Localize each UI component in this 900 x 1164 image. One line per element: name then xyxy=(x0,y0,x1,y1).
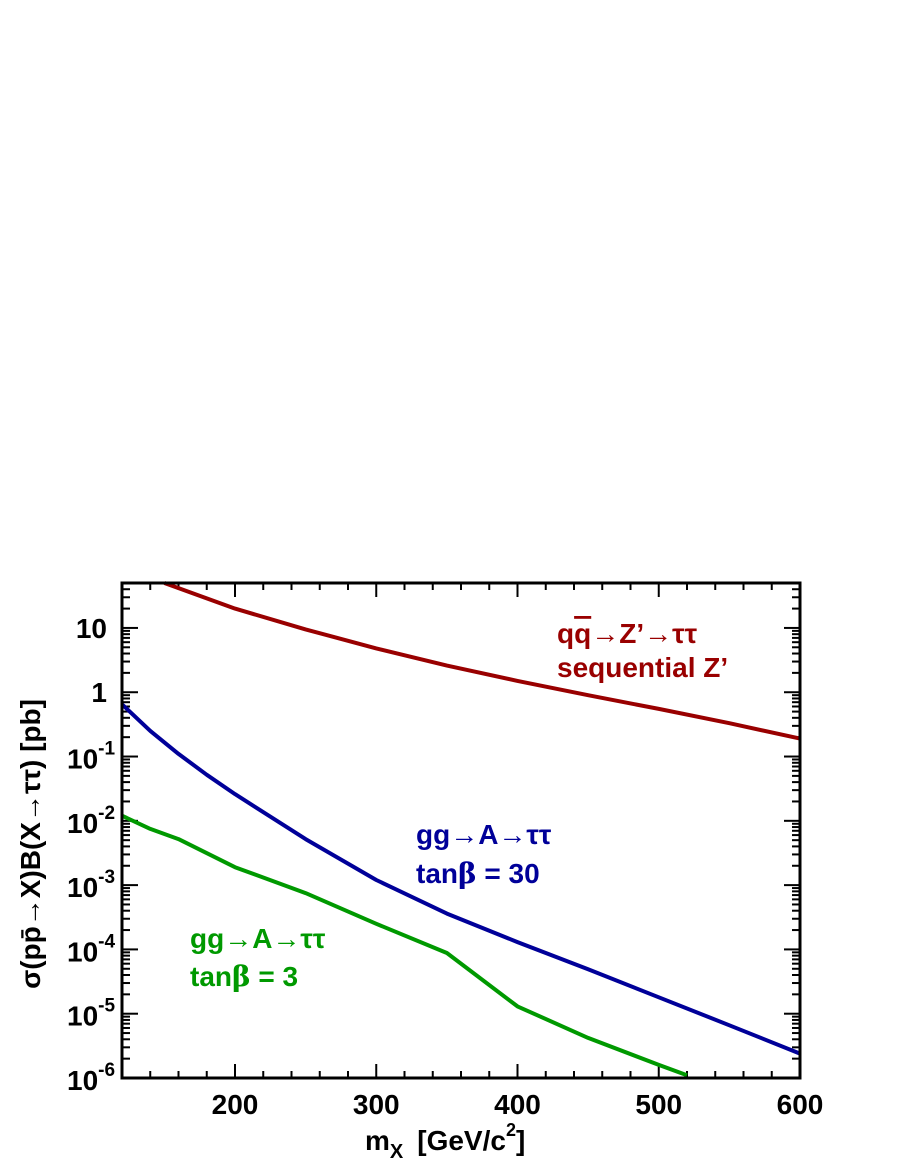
y-tick-label: 10-3 xyxy=(67,867,115,903)
series-zprime-line xyxy=(163,581,801,741)
annotation-tanb3-label: tanβ = 3 xyxy=(190,960,298,993)
y-tick-label: 10-4 xyxy=(67,931,115,967)
y-tick-label: 10 xyxy=(76,613,107,644)
plot-frame xyxy=(120,581,802,1080)
x-axis-title: mX [GeV/c2] xyxy=(365,1120,525,1163)
annotation-tanb3-process: gg→A→ττ xyxy=(190,923,326,954)
x-tick-label: 500 xyxy=(635,1089,682,1120)
series-tanb30-line xyxy=(120,702,801,1056)
x-tick-label: 600 xyxy=(777,1089,824,1120)
x-tick-label: 200 xyxy=(212,1089,259,1120)
y-tick-label: 10-6 xyxy=(67,1060,115,1096)
x-tick-label: 400 xyxy=(494,1089,541,1120)
annotation-zprime-process: qq→Z’→ττ xyxy=(557,618,698,649)
y-tick-label: 1 xyxy=(91,677,107,708)
y-axis-title: σ(pp̄→X)B(X→ττ) [pb] xyxy=(15,699,46,989)
y-tick-label: 10-1 xyxy=(67,739,115,775)
y-tick-labels: 10 1 10-1 10-2 10-3 10-4 10-5 10-6 xyxy=(67,613,115,1096)
annotation-zprime-label: sequential Z’ xyxy=(557,652,728,683)
x-tick-labels: 200 300 400 500 600 xyxy=(212,1089,824,1120)
series-tanb3-line xyxy=(121,813,688,1078)
y-tick-label: 10-5 xyxy=(67,996,115,1032)
annotation-tanb30-process: gg→A→ττ xyxy=(416,819,552,850)
annotation-tanb30-label: tanβ = 30 xyxy=(416,857,540,890)
x-tick-label: 300 xyxy=(353,1089,400,1120)
y-tick-label: 10-2 xyxy=(67,803,115,839)
series-layer xyxy=(120,581,801,1078)
